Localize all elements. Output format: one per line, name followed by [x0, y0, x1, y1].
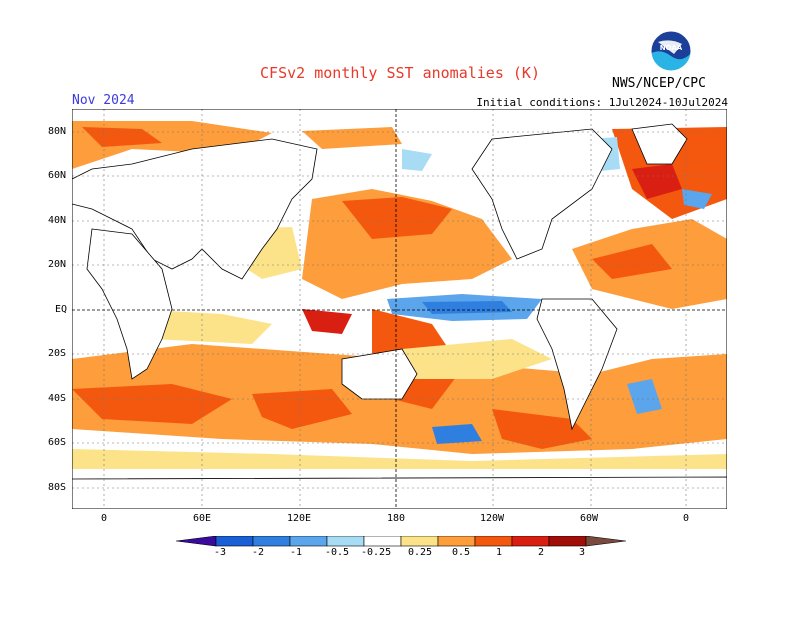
lon-label: 180: [387, 513, 406, 524]
legend-color-arrow-low: [176, 536, 217, 547]
legend-tick: 3: [579, 547, 586, 558]
legend-color-box: [252, 536, 291, 547]
noaa-logo: NOAA: [650, 30, 692, 72]
legend-color-box: [326, 536, 365, 547]
lon-label: 0: [101, 513, 108, 524]
legend-tick: -0.5: [325, 547, 350, 558]
legend-tick: 1: [496, 547, 503, 558]
legend-color-box: [289, 536, 328, 547]
initial-conditions: Initial conditions: 1Jul2024-10Jul2024: [476, 96, 728, 109]
legend-color-box: [437, 536, 476, 547]
sst-anomaly-map: [72, 109, 727, 509]
legend-tick: 0.25: [408, 547, 433, 558]
legend-tick: -3: [214, 547, 227, 558]
lon-label: 120E: [287, 513, 312, 524]
map-title: CFSv2 monthly SST anomalies (K): [260, 64, 540, 82]
lon-label: 60E: [193, 513, 212, 524]
lon-label: 0: [683, 513, 690, 524]
lat-label: 80N: [48, 126, 67, 137]
legend-tick: -0.25: [361, 547, 392, 558]
lat-label: 80S: [48, 482, 67, 493]
lon-label: 60W: [580, 513, 599, 524]
legend-tick: -1: [290, 547, 303, 558]
lat-label: 40N: [48, 215, 67, 226]
legend-tick: 0.5: [452, 547, 471, 558]
lat-label: 60N: [48, 170, 67, 181]
lat-label: 60S: [48, 437, 67, 448]
agency-label: NWS/NCEP/CPC: [612, 76, 706, 91]
lat-label: 20S: [48, 348, 67, 359]
reference-lines: [72, 109, 727, 509]
forecast-month: Nov 2024: [72, 93, 135, 108]
lon-label: 120W: [480, 513, 505, 524]
lat-label: EQ: [55, 304, 68, 315]
lat-label: 40S: [48, 393, 67, 404]
legend-tick: -2: [252, 547, 265, 558]
legend-tick: 2: [538, 547, 545, 558]
graticule: [72, 109, 727, 509]
color-legend: [176, 536, 626, 547]
legend-color-arrow-high: [585, 536, 626, 547]
legend-color-box: [474, 536, 513, 547]
logo-text: NOAA: [660, 44, 683, 52]
legend-color-box: [363, 536, 402, 547]
coastlines: [72, 123, 727, 509]
legend-color-box: [215, 536, 254, 547]
legend-color-box: [400, 536, 439, 547]
lat-label: 20N: [48, 259, 67, 270]
legend-color-box: [548, 536, 587, 547]
legend-color-box: [511, 536, 550, 547]
